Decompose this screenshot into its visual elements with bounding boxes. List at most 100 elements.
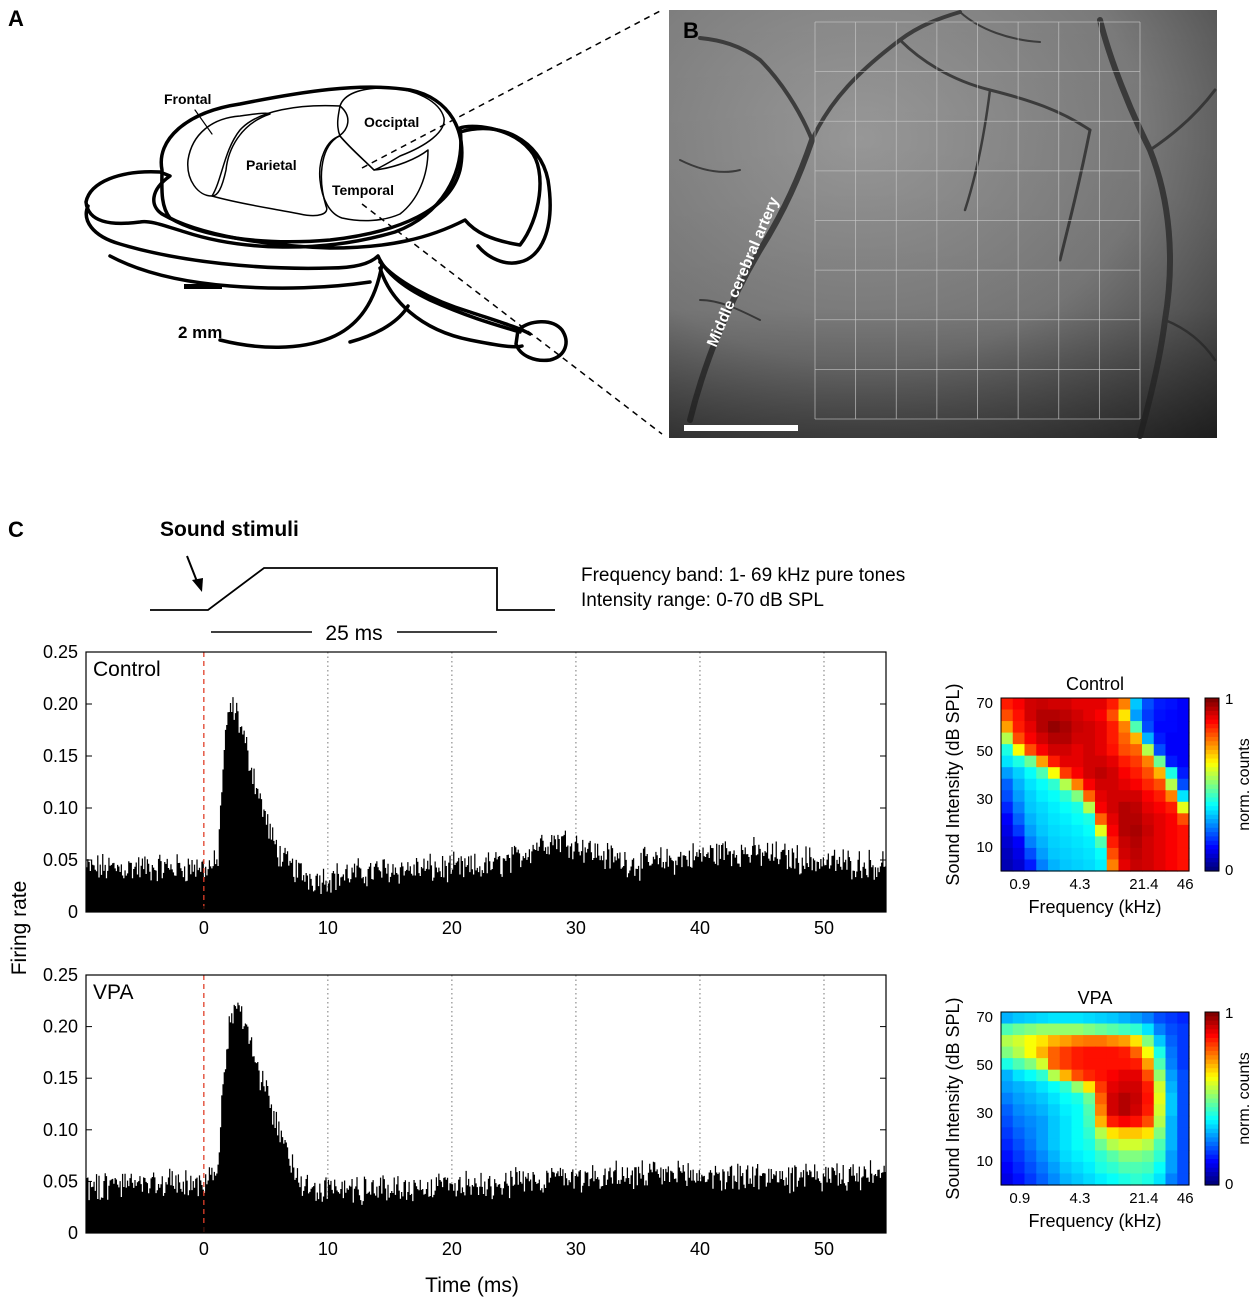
- heatmap-cell: [1083, 1035, 1096, 1048]
- heatmap-cell: [1071, 1115, 1084, 1128]
- colorbar-segment: [1205, 797, 1219, 803]
- heatmap-cell: [1001, 1069, 1014, 1082]
- heatmap-cell: [1048, 767, 1061, 780]
- heatmap-cell: [1024, 824, 1037, 837]
- heatmap-cell: [1177, 1092, 1190, 1105]
- heatmap-cell: [1095, 790, 1108, 803]
- heatmap-cell: [1106, 1173, 1120, 1186]
- heatmap-cell: [1177, 836, 1190, 849]
- colorbar-segment: [1205, 723, 1219, 729]
- heatmap-cell: [1106, 1161, 1120, 1175]
- heatmap-cell: [1165, 698, 1178, 711]
- heatmap-cell: [1165, 1104, 1178, 1117]
- colorbar-segment: [1205, 719, 1219, 725]
- heatmap-cell: [1095, 1023, 1108, 1036]
- heatmap-cell: [1083, 1046, 1096, 1059]
- heatmap-cell: [1142, 1081, 1155, 1094]
- heatmap-y-tick-label: 50: [976, 743, 993, 760]
- colorbar-segment: [1205, 758, 1219, 764]
- heatmap-cell: [1106, 824, 1120, 837]
- colorbar-segment: [1205, 1024, 1219, 1030]
- heatmap-cell: [1153, 1104, 1167, 1117]
- colorbar-segment: [1205, 1050, 1219, 1056]
- heatmap-cell: [1142, 1046, 1155, 1059]
- colorbar-segment: [1205, 715, 1219, 721]
- heatmap-cell: [1024, 1173, 1037, 1186]
- y-tick-label: 0.20: [43, 1017, 78, 1037]
- heatmap-cell: [1071, 1012, 1084, 1025]
- heatmap-cell: [1059, 1161, 1073, 1175]
- colorbar-segment: [1205, 1033, 1219, 1039]
- heatmap-cell: [1071, 1081, 1084, 1094]
- colorbar-segment: [1205, 762, 1219, 768]
- heatmap-cell: [1012, 813, 1026, 826]
- heatmap-cell: [1024, 721, 1037, 734]
- colorbar-segment: [1205, 1037, 1219, 1043]
- heatmap-cell: [1165, 1173, 1178, 1186]
- colorbar-segment: [1205, 1124, 1219, 1130]
- histogram-bars: [86, 1002, 886, 1233]
- heatmap-cell: [1130, 1069, 1143, 1082]
- heatmap-cell: [1001, 732, 1014, 745]
- heatmap-cell: [1083, 755, 1096, 768]
- heatmap-cell: [1071, 813, 1084, 826]
- heatmap-cell: [1024, 1012, 1037, 1025]
- histogram-bars: [86, 697, 886, 912]
- heatmap-cell: [1001, 1150, 1014, 1163]
- heatmap-cell: [1059, 721, 1073, 734]
- heatmap-cell: [1048, 755, 1061, 768]
- heatmap-cell: [1095, 1081, 1108, 1094]
- heatmap-cell: [1083, 709, 1096, 722]
- heatmap-cell: [1095, 1092, 1108, 1105]
- heatmap-cell: [1024, 698, 1037, 711]
- heatmap-cell: [1001, 801, 1014, 814]
- psth-x-axis-title: Time (ms): [425, 1274, 519, 1297]
- heatmap-cell: [1118, 1127, 1131, 1140]
- heatmap-cell: [1142, 801, 1155, 814]
- heatmap-cell: [1059, 1081, 1073, 1094]
- heatmap-cell: [1083, 698, 1096, 711]
- heatmap-cell: [1001, 1127, 1014, 1140]
- colorbar-segment: [1205, 1072, 1219, 1078]
- x-tick-label: 0: [199, 918, 209, 938]
- heatmap-cell: [1153, 813, 1167, 826]
- heatmap-cell: [1059, 1115, 1073, 1128]
- heatmap-cell: [1177, 813, 1190, 826]
- colorbar-segment: [1205, 1150, 1219, 1156]
- heatmap-cell: [1118, 847, 1131, 861]
- x-tick-label: 40: [690, 1239, 710, 1259]
- heatmap-cell: [1177, 1081, 1190, 1094]
- heatmap-cell: [1001, 1012, 1014, 1025]
- colorbar-segment: [1205, 832, 1219, 837]
- heatmap-cell: [1118, 1138, 1131, 1151]
- heatmap-cell: [1059, 824, 1073, 837]
- heatmap-cell: [1153, 767, 1167, 780]
- x-tick-label: 30: [566, 918, 586, 938]
- heatmap-cell: [1001, 721, 1014, 734]
- heatmap-cell: [1001, 709, 1014, 722]
- heatmap-cell: [1059, 1150, 1073, 1163]
- heatmap-cell: [1142, 755, 1155, 768]
- psth-vpa-chart: 0 0.05 0.10 0.15 0.20 0.25 0 10 20 30 40 50 VPA: [43, 965, 887, 1259]
- heatmap-cell: [1165, 847, 1178, 861]
- heatmap-cell: [1083, 1173, 1096, 1186]
- heatmap-cell: [1118, 732, 1131, 745]
- heatmap-cell: [1071, 721, 1084, 734]
- heatmap-cell: [1106, 1150, 1120, 1163]
- heatmap-cell: [1106, 813, 1120, 826]
- heatmap-cell: [1153, 801, 1167, 814]
- heatmap-cell: [1012, 1046, 1026, 1059]
- hindbrain-outline: [218, 260, 532, 350]
- heatmap-cell: [1130, 859, 1143, 872]
- heatmap-cell: [1024, 790, 1037, 803]
- heatmap-cell: [1059, 698, 1073, 711]
- heatmap-cell: [1001, 755, 1014, 768]
- heatmap-cell: [1153, 1046, 1167, 1059]
- heatmap-cell: [1036, 1104, 1049, 1117]
- heatmap-cell: [1118, 859, 1131, 872]
- psth-y-axis-title: Firing rate: [8, 881, 31, 976]
- heatmap-cell: [1012, 1081, 1026, 1094]
- heatmap-cell: [1024, 767, 1037, 780]
- colorbar-segment: [1205, 1154, 1219, 1160]
- colorbar-segment: [1205, 1180, 1219, 1186]
